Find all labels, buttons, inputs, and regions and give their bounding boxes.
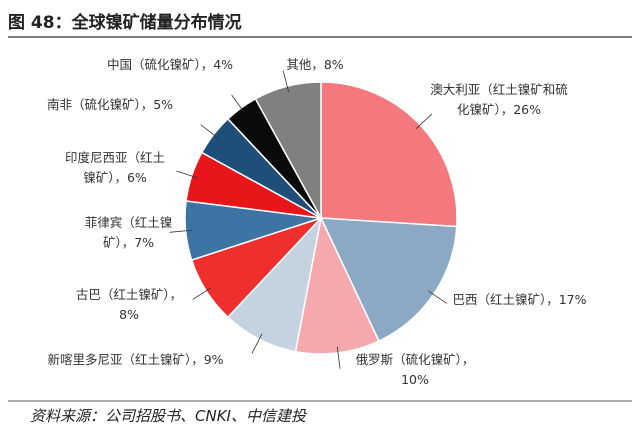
value-label: 8%	[119, 307, 139, 322]
label-separator: ，	[121, 235, 135, 250]
label-separator: ，	[169, 287, 183, 302]
label-separator: ，	[311, 57, 324, 72]
value-label: 5%	[153, 97, 174, 112]
data-label: 菲律宾（红土镍矿），7%	[80, 213, 177, 253]
data-label: 俄罗斯（硫化镍矿）， 10%	[345, 350, 485, 390]
label-separator: ，	[114, 170, 127, 185]
leader-line	[231, 94, 245, 114]
value-label: 8%	[323, 57, 344, 72]
data-label: 南非（硫化镍矿），5%	[35, 95, 185, 115]
value-label: 6%	[126, 170, 147, 185]
category-label: 南非（硫化镍矿）	[46, 97, 141, 112]
category-label: 俄罗斯（硫化镍矿）	[355, 352, 462, 367]
data-label: 古巴（红土镍矿）， 8%	[68, 285, 190, 325]
data-label: 巴西（红土镍矿），17%	[452, 290, 587, 310]
source-note: 资料来源：公司招股书、CNKI、中信建投	[30, 407, 306, 425]
category-label: 古巴（红土镍矿）	[75, 287, 170, 302]
label-separator: ，	[546, 292, 559, 307]
data-label: 澳大利亚（红土镍矿和硫化镍矿），26%	[430, 80, 568, 120]
data-label: 印度尼西亚（红土镍矿），6%	[60, 148, 170, 188]
label-separator: ，	[140, 97, 154, 112]
category-label: 其他	[286, 57, 312, 72]
category-label: 澳大利亚（红土镍矿和硫化镍矿）	[430, 82, 568, 117]
leader-line	[251, 333, 263, 354]
label-separator: ，	[461, 352, 475, 367]
label-separator: ，	[191, 352, 204, 367]
category-label: 印度尼西亚（红土镍矿）	[64, 150, 165, 185]
leader-line	[176, 170, 198, 179]
leader-line	[428, 290, 447, 304]
data-label: 其他，8%	[275, 55, 355, 75]
label-separator: ，	[500, 102, 514, 117]
value-label: 4%	[213, 57, 234, 72]
leader-line	[200, 124, 219, 139]
leader-line	[169, 229, 192, 233]
value-label: 7%	[134, 235, 155, 250]
category-label: 巴西（红土镍矿）	[452, 292, 547, 307]
category-label: 菲律宾（红土镍矿）	[84, 215, 173, 250]
chart-title: 图 48：全球镍矿储量分布情况	[8, 13, 242, 33]
leader-line	[336, 346, 341, 369]
data-label: 中国（硫化镍矿），4%	[95, 55, 245, 75]
value-label: 10%	[401, 372, 429, 387]
value-label: 9%	[203, 352, 224, 367]
value-label: 17%	[558, 292, 587, 307]
label-separator: ，	[200, 57, 214, 72]
data-label: 新喀里多尼亚（红土镍矿），9%	[38, 350, 233, 370]
value-label: 26%	[513, 102, 542, 117]
leader-line	[415, 113, 433, 130]
leader-line	[282, 70, 290, 93]
category-label: 中国（硫化镍矿）	[106, 57, 201, 72]
leader-line	[192, 287, 212, 300]
category-label: 新喀里多尼亚（红土镍矿）	[47, 352, 192, 367]
